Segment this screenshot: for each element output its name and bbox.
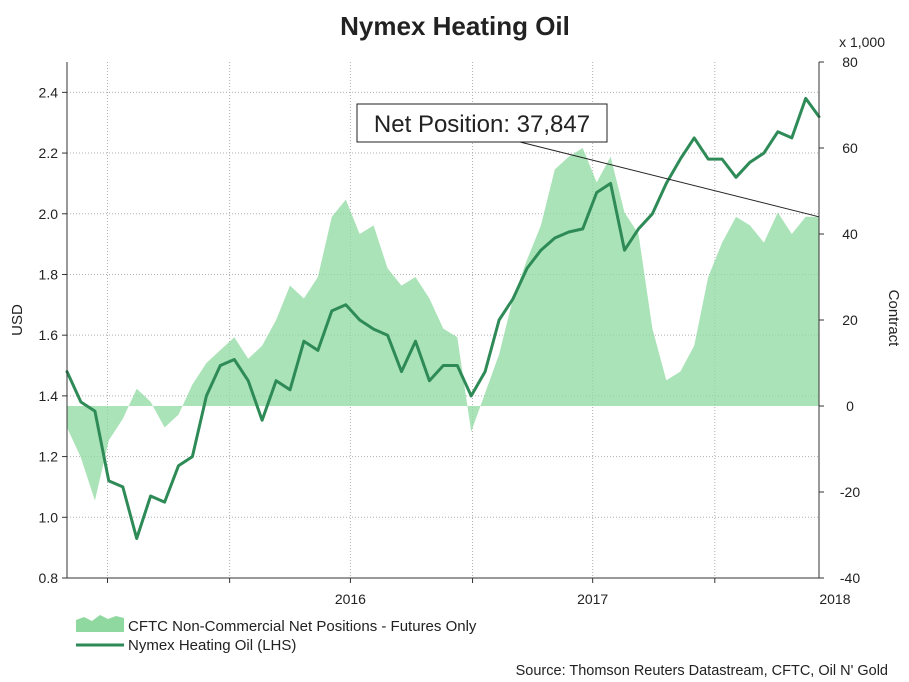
y-tick-label-6: 2.0	[39, 206, 59, 222]
y2-axis-label: Contract	[885, 290, 902, 348]
callout-text: Net Position: 37,847	[374, 111, 590, 138]
y-tick-label-1: 1.0	[39, 509, 59, 525]
x-axis-ticks: 2016 2017 2018	[106, 578, 851, 607]
net-positions-area-path	[67, 148, 819, 501]
chart-title: Nymex Heating Oil	[340, 11, 570, 41]
y-tick-label-0: 0.8	[39, 570, 59, 586]
net-positions-area	[67, 148, 819, 501]
y-tick-label-8: 2.4	[39, 84, 59, 100]
y-tick-label-4: 1.6	[39, 327, 59, 343]
y-tick-label-5: 1.8	[39, 266, 59, 282]
y2-tick-label-5: 60	[842, 140, 858, 156]
heating-oil-line	[65, 96, 821, 540]
legend-area-swatch	[76, 615, 124, 632]
y2-tick-label-2: 0	[846, 398, 854, 414]
y2-tick-label-3: 20	[842, 312, 858, 328]
right-axis-ticks: -40 -20 0 20 40 60 80	[819, 54, 860, 586]
x-tick-label-1: 2017	[577, 591, 608, 607]
heating-oil-line-path	[65, 96, 821, 540]
y-tick-label-7: 2.2	[39, 145, 59, 161]
callout-leader-line	[519, 141, 820, 218]
legend-line-label: Nymex Heating Oil (LHS)	[128, 637, 296, 654]
legend-area-label: CFTC Non-Commercial Net Positions - Futu…	[128, 618, 477, 635]
callout-box	[356, 103, 608, 143]
y2-tick-label-0: -40	[840, 570, 860, 586]
plot-background	[67, 62, 819, 578]
x-tick-label-2: 2018	[819, 591, 850, 607]
y2-tick-label-4: 40	[842, 226, 858, 242]
y2-tick-label-6: 80	[842, 54, 858, 70]
y2-axis-unit: x 1,000	[839, 34, 885, 50]
left-axis-ticks: 0.8 1.0 1.2 1.4 1.6 1.8 2.0 2.2 2.4	[39, 84, 67, 586]
annotation: Net Position: 37,847	[356, 103, 820, 218]
x-tick-label-0: 2016	[335, 591, 366, 607]
legend: CFTC Non-Commercial Net Positions - Futu…	[76, 615, 477, 654]
y-tick-label-2: 1.2	[39, 449, 59, 465]
y2-tick-label-1: -20	[840, 484, 860, 500]
source-note: Source: Thomson Reuters Datastream, CFTC…	[516, 663, 888, 679]
y-axis-label: USD	[9, 304, 26, 336]
y-tick-label-3: 1.4	[39, 388, 59, 404]
